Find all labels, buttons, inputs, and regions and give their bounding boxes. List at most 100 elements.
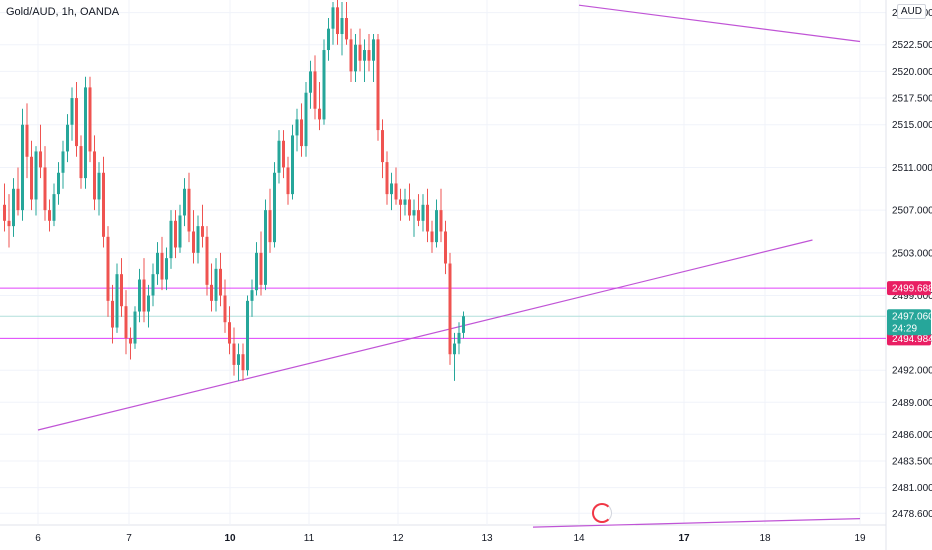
candle-body — [327, 28, 330, 51]
y-tick-label: 2483.500 — [892, 456, 932, 467]
candle-body — [372, 39, 375, 61]
candle — [277, 130, 281, 184]
currency-button[interactable]: AUD — [896, 4, 926, 19]
candle-body — [223, 295, 227, 323]
flag-icon[interactable] — [592, 503, 612, 523]
last-price-tag-bg — [887, 309, 931, 336]
candle-body — [160, 252, 164, 280]
y-tick-label: 2486.000 — [892, 430, 932, 441]
candle-body — [16, 188, 20, 211]
candle-body — [421, 204, 425, 221]
last-price-tag-text: 2497.060 — [892, 312, 932, 323]
candle — [133, 306, 137, 349]
candle — [291, 124, 294, 200]
x-tick-label: 17 — [678, 533, 690, 544]
candle-body — [43, 167, 47, 211]
candle-body — [286, 167, 290, 195]
candle-body — [102, 172, 105, 237]
candle-body — [214, 268, 218, 301]
candle — [192, 210, 195, 264]
last-price-tag-text: 24:29 — [892, 324, 917, 335]
candle — [106, 226, 110, 317]
candle-body — [7, 220, 11, 227]
level-price-tag-text: 2494.984 — [892, 334, 932, 345]
candle — [457, 322, 461, 355]
candle-body — [304, 92, 308, 147]
candle-body — [232, 343, 236, 365]
y-tick-label: 2507.000 — [892, 206, 932, 217]
candle — [228, 306, 231, 355]
candle — [210, 263, 213, 312]
candle-body — [192, 231, 195, 253]
candle-body — [340, 18, 344, 35]
candle — [120, 258, 123, 317]
level-price-tag: 2499.688 — [887, 281, 932, 296]
y-tick-label: 2522.500 — [892, 40, 932, 51]
candle — [453, 332, 456, 381]
candle — [232, 327, 236, 376]
candle-body — [439, 210, 443, 232]
candle-body — [453, 343, 456, 355]
candle — [124, 290, 128, 355]
candle-body — [291, 135, 294, 195]
candle — [313, 55, 317, 120]
candle — [250, 279, 254, 317]
candle — [237, 343, 240, 381]
y-tick-label: 2515.000 — [892, 120, 932, 131]
candle — [57, 162, 60, 205]
candle-body — [354, 44, 357, 72]
candle — [34, 146, 38, 216]
candle — [439, 188, 443, 243]
candle-body — [156, 252, 159, 275]
candle-body — [435, 210, 438, 243]
candle-body — [457, 332, 461, 344]
candle-body — [385, 162, 389, 195]
y-tick-label: 2499.000 — [892, 291, 932, 302]
candle — [169, 210, 173, 269]
candle-body — [250, 290, 254, 301]
candle — [264, 199, 267, 291]
candle — [219, 252, 222, 307]
candle — [376, 34, 380, 141]
candle-body — [408, 199, 411, 216]
candle — [327, 18, 330, 61]
candle-body — [93, 151, 96, 200]
candle — [174, 210, 177, 259]
candle-body — [210, 284, 213, 301]
candle — [444, 220, 447, 275]
candle — [349, 28, 353, 83]
candle — [408, 183, 411, 221]
candle-body — [61, 151, 65, 173]
candle-body — [313, 71, 317, 109]
candle — [111, 284, 114, 344]
candle — [241, 343, 245, 381]
candle-body — [255, 252, 258, 291]
y-tick-label: 2478.600 — [892, 509, 932, 520]
candle — [300, 103, 303, 157]
candle — [165, 247, 168, 291]
candle-body — [75, 98, 78, 147]
candle — [66, 114, 69, 163]
y-tick-label: 2511.000 — [892, 163, 932, 174]
candle-body — [3, 204, 6, 221]
candle-body — [57, 172, 60, 195]
candle-body — [169, 220, 173, 259]
candle — [372, 34, 375, 83]
candle-body — [300, 119, 303, 147]
candle-body — [25, 124, 29, 157]
candle-body — [115, 274, 119, 328]
candle-body — [282, 140, 285, 168]
candle — [138, 268, 141, 323]
candle-body — [381, 130, 384, 163]
candle-body — [426, 204, 429, 232]
candle-body — [246, 300, 249, 371]
candle-body — [151, 274, 155, 296]
candle-body — [430, 231, 434, 243]
candle — [282, 130, 285, 179]
candle-body — [399, 199, 402, 205]
candle-body — [241, 354, 245, 371]
candle-body — [358, 44, 362, 61]
trend-line — [578, 4, 861, 43]
candle — [102, 156, 105, 248]
